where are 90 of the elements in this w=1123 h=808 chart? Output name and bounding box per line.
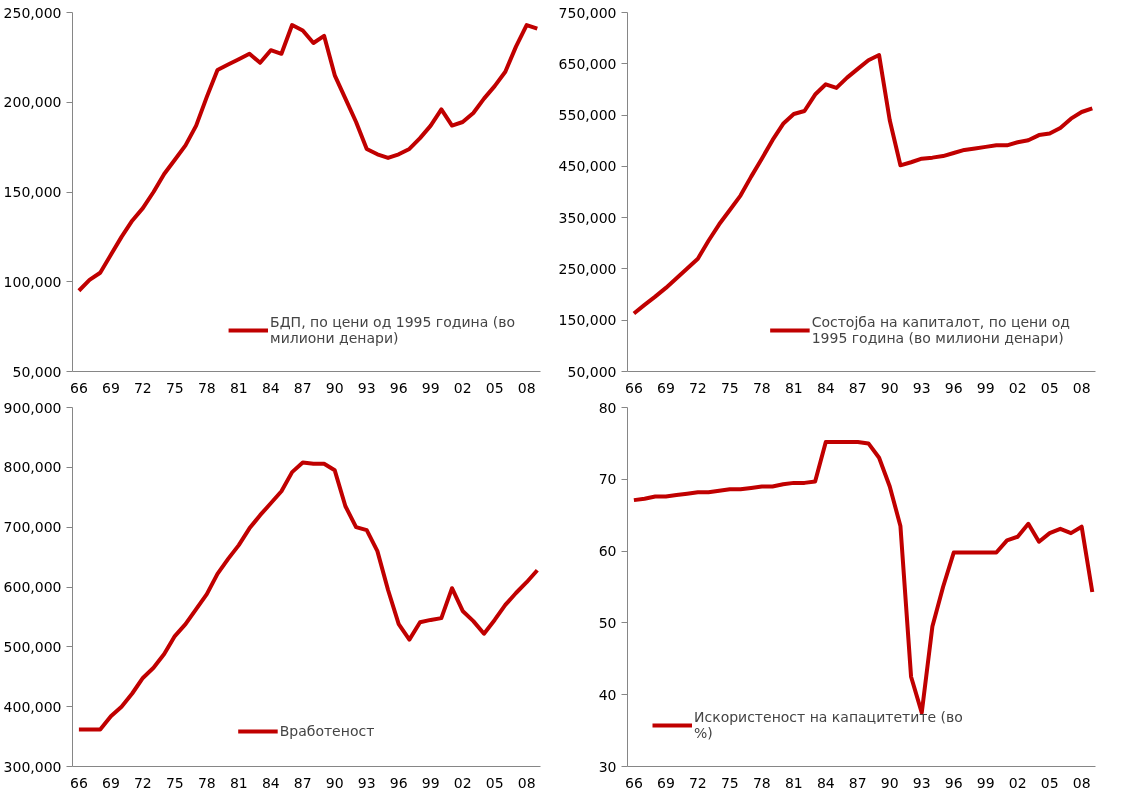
y-tick-label: 550,000: [558, 107, 617, 124]
x-tick-label: 72: [688, 774, 707, 791]
x-tick-label: 96: [944, 379, 963, 396]
x-tick-label: 84: [261, 379, 280, 396]
x-tick-label: 78: [197, 774, 216, 791]
x-tick-label: 81: [784, 379, 803, 396]
legend-label: БДП, по цени од 1995 година (во милиони денари): [270, 314, 515, 346]
x-tick-label: 87: [848, 379, 867, 396]
x-tick-label: 05: [485, 774, 504, 791]
x-tick-label: 08: [1072, 774, 1091, 791]
y-tick-label: 500,000: [3, 638, 62, 655]
x-tick-label: 75: [165, 774, 184, 791]
y-tick-label: 150,000: [3, 184, 62, 200]
x-tick-label: 90: [880, 379, 899, 396]
x-tick-label: 96: [389, 774, 408, 791]
x-tick-label: 75: [165, 379, 184, 396]
x-tick-label: 08: [517, 774, 536, 791]
x-tick-label: 69: [656, 379, 675, 396]
x-tick-label: 93: [357, 379, 376, 396]
x-tick-label: 81: [784, 774, 803, 791]
y-tick-label: 650,000: [558, 55, 617, 72]
y-tick-label: 400,000: [3, 698, 62, 715]
x-tick-label: 08: [1072, 379, 1091, 396]
y-tick-label: 50: [598, 614, 617, 631]
x-tick-label: 72: [133, 774, 152, 791]
x-tick-label: 90: [325, 774, 344, 791]
y-tick-label: 350,000: [558, 209, 617, 226]
y-tick-label: 800,000: [3, 459, 62, 476]
y-tick-label: 30: [598, 758, 617, 775]
x-tick-label: 72: [688, 379, 707, 396]
x-tick-label: 87: [293, 379, 312, 396]
x-tick-label: 78: [752, 379, 771, 396]
x-tick-label: 84: [816, 379, 835, 396]
x-tick-label: 66: [69, 379, 88, 396]
y-tick-label: 100,000: [3, 273, 62, 290]
x-tick-label: 99: [976, 774, 995, 791]
y-tick-label: 250,000: [558, 260, 617, 277]
x-tick-label: 93: [912, 774, 931, 791]
x-tick-label: 69: [656, 774, 675, 791]
x-tick-label: 96: [389, 379, 408, 396]
y-tick-label: 600,000: [3, 579, 62, 595]
x-tick-label: 75: [720, 379, 739, 396]
x-tick-label: 99: [421, 379, 440, 396]
x-tick-label: 66: [624, 774, 643, 791]
legend-label: Искористеност на капацитетите (во %): [694, 709, 963, 741]
x-tick-label: 78: [752, 774, 771, 791]
x-tick-label: 66: [69, 774, 88, 791]
x-tick-label: 75: [720, 774, 739, 791]
x-tick-label: 99: [976, 379, 995, 396]
x-tick-label: 87: [293, 774, 312, 791]
x-tick-label: 93: [357, 774, 376, 791]
x-tick-label: 02: [1008, 379, 1027, 396]
x-tick-label: 66: [624, 379, 643, 396]
y-tick-label: 750,000: [558, 4, 617, 21]
x-tick-label: 78: [197, 379, 216, 396]
legend-label: Состојба на капиталот, по цени од 1995 година (во милиони денари): [811, 314, 1070, 346]
x-tick-label: 69: [101, 379, 120, 396]
y-tick-label: 450,000: [558, 158, 617, 175]
x-tick-label: 96: [944, 774, 963, 791]
x-tick-label: 05: [1040, 379, 1059, 396]
x-tick-label: 05: [485, 379, 504, 396]
x-tick-label: 84: [816, 774, 835, 791]
y-tick-label: 50,000: [567, 363, 617, 380]
y-tick-label: 60: [598, 543, 617, 560]
y-tick-label: 200,000: [3, 94, 62, 111]
y-tick-label: 900,000: [3, 399, 62, 416]
x-tick-label: 69: [101, 774, 120, 791]
x-tick-label: 72: [133, 379, 152, 396]
y-tick-label: 80: [598, 399, 617, 416]
y-tick-label: 700,000: [3, 519, 62, 536]
y-tick-label: 300,000: [3, 758, 62, 775]
x-tick-label: 05: [1040, 774, 1059, 791]
x-tick-label: 90: [325, 379, 344, 396]
x-tick-label: 02: [1008, 774, 1027, 791]
x-tick-label: 93: [912, 379, 931, 396]
x-tick-label: 02: [453, 379, 472, 396]
y-tick-label: 50,000: [12, 363, 62, 380]
y-tick-label: 70: [598, 471, 617, 488]
x-tick-label: 81: [229, 774, 248, 791]
x-tick-label: 87: [848, 774, 867, 791]
x-tick-label: 02: [453, 774, 472, 791]
x-tick-label: 84: [261, 774, 280, 791]
y-tick-label: 250,000: [3, 4, 62, 21]
x-tick-label: 81: [229, 379, 248, 396]
legend-label: Вработеност: [279, 723, 375, 739]
x-tick-label: 08: [517, 379, 536, 396]
x-tick-label: 90: [880, 774, 899, 791]
x-tick-label: 99: [421, 774, 440, 791]
y-tick-label: 40: [598, 686, 617, 703]
y-tick-label: 150,000: [558, 312, 617, 329]
